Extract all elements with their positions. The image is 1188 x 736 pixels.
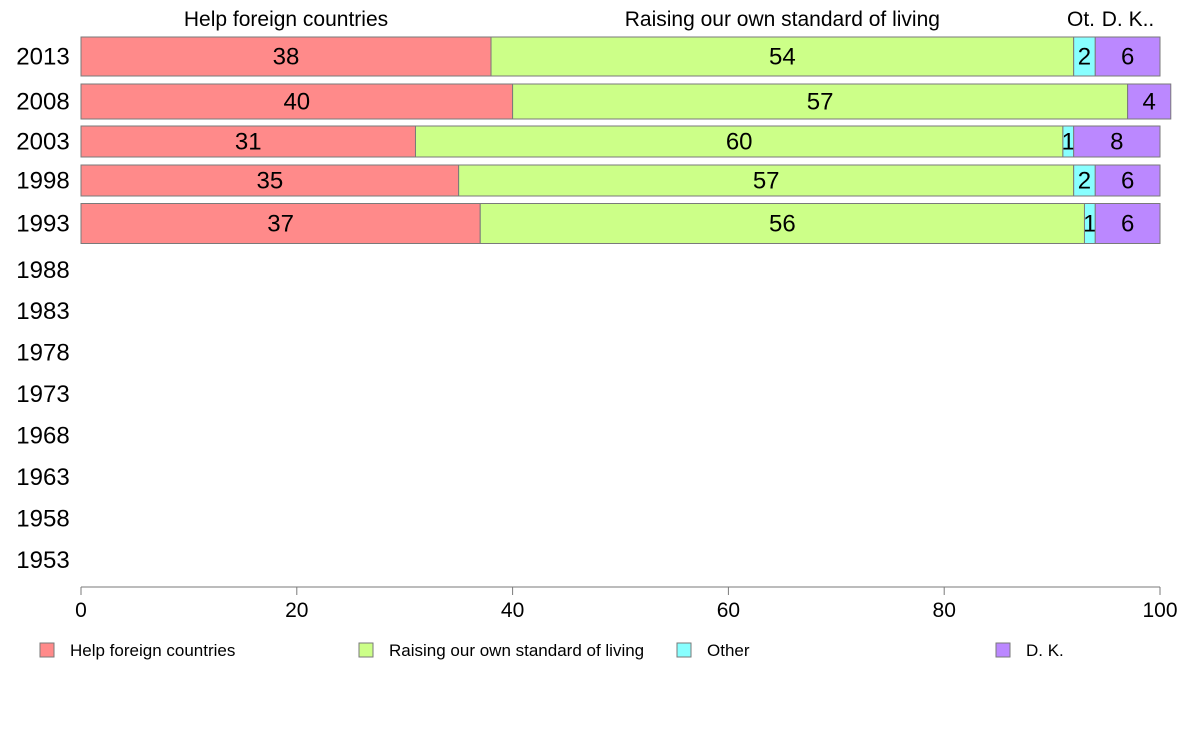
data-label-2008-raising-our-own-standard-of-living: 57 [807, 89, 834, 116]
header-label-other: Ot. [1067, 8, 1095, 31]
bar-1993-help-foreign-countries [80, 203, 481, 244]
legend: Help foreign countries Raising our own st… [39, 641, 1064, 660]
year-label-1968: 1968 [16, 423, 69, 450]
legend-label-help-foreign-countries: Help foreign countries [70, 641, 235, 660]
legend-item-other: Other [676, 641, 750, 660]
legend-item-d-k: D. K. [995, 641, 1064, 660]
bar-2008-help-foreign-countries [80, 83, 514, 120]
legend-label-d-k: D. K. [1026, 641, 1064, 660]
data-label-2008-d-k: 4 [1143, 89, 1156, 116]
year-label-1983: 1983 [16, 298, 69, 325]
x-tick-label-100: 100 [1142, 599, 1177, 622]
year-label-2013: 2013 [16, 44, 69, 71]
bar-2008-raising-our-own-standard-of-living [512, 83, 1129, 120]
data-label-2013-raising-our-own-standard-of-living: 54 [769, 44, 796, 71]
series-header-labels: Help foreign countries Raising our own st… [184, 8, 1154, 31]
legend-swatch-other [676, 642, 692, 658]
bar-1993-raising-our-own-standard-of-living [479, 203, 1085, 244]
data-label-1998-raising-our-own-standard-of-living: 57 [753, 168, 780, 195]
legend-label-other: Other [707, 641, 750, 660]
data-label-2013-other: 2 [1078, 44, 1091, 71]
bar-1998-d-k [1094, 164, 1161, 197]
year-label-1978: 1978 [16, 340, 69, 367]
header-label-d-k: D. K.. [1102, 8, 1155, 31]
bar-1993-d-k [1094, 203, 1161, 244]
year-label-1998: 1998 [16, 168, 69, 195]
data-label-2003-raising-our-own-standard-of-living: 60 [726, 129, 753, 156]
x-tick-label-60: 60 [717, 599, 740, 622]
data-label-1993-d-k: 6 [1121, 211, 1134, 238]
x-tick-label-20: 20 [285, 599, 308, 622]
x-tick-label-80: 80 [933, 599, 956, 622]
bar-2013-d-k [1094, 36, 1161, 77]
data-label-1993-help-foreign-countries: 37 [267, 211, 294, 238]
legend-label-raising-our-own-standard-of-living: Raising our own standard of living [389, 641, 644, 660]
year-label-1953: 1953 [16, 547, 69, 574]
data-label-2003-d-k: 8 [1110, 129, 1123, 156]
x-tick-label-0: 0 [75, 599, 87, 622]
data-label-2003-help-foreign-countries: 31 [235, 129, 262, 156]
bar-2013-help-foreign-countries [80, 36, 492, 77]
legend-item-help-foreign-countries: Help foreign countries [39, 641, 235, 660]
bar-2003-raising-our-own-standard-of-living [414, 125, 1064, 158]
bar-1998-help-foreign-countries [80, 164, 460, 197]
legend-swatch-d-k [995, 642, 1011, 658]
bars: 38 54 2 640 57 431 60 1 835 57 2 637 56 1 6 [80, 36, 1172, 244]
year-label-2008: 2008 [16, 89, 69, 116]
year-label-1973: 1973 [16, 381, 69, 408]
year-label-1963: 1963 [16, 464, 69, 491]
header-label-help-foreign-countries: Help foreign countries [184, 8, 388, 31]
year-label-2003: 2003 [16, 129, 69, 156]
year-label-1988: 1988 [16, 257, 69, 284]
header-label-raising-our-own-standard-of-living: Raising our own standard of living [625, 8, 940, 31]
data-label-1993-other: 1 [1083, 211, 1096, 238]
data-label-2013-help-foreign-countries: 38 [273, 44, 300, 71]
bar-2003-d-k [1073, 125, 1161, 158]
data-label-1998-d-k: 6 [1121, 168, 1134, 195]
year-labels: 2013 2008 2003 1998 1993 1988 1983 1978 1973 1968… [16, 44, 69, 575]
data-label-1993-raising-our-own-standard-of-living: 56 [769, 211, 796, 238]
legend-item-raising-our-own-standard-of-living: Raising our own standard of living [358, 641, 644, 660]
x-axis: 0 20 40 60 80 100 [75, 586, 1178, 622]
data-label-2013-d-k: 6 [1121, 44, 1134, 71]
legend-swatch-raising-our-own-standard-of-living [358, 642, 374, 658]
data-label-2008-help-foreign-countries: 40 [283, 89, 310, 116]
data-label-1998-other: 2 [1078, 168, 1091, 195]
bar-1998-raising-our-own-standard-of-living [458, 164, 1075, 197]
year-label-1993: 1993 [16, 211, 69, 238]
data-label-2003-other: 1 [1062, 129, 1075, 156]
data-label-1998-help-foreign-countries: 35 [256, 168, 283, 195]
x-tick-label-40: 40 [501, 599, 524, 622]
bar-2008-d-k [1127, 83, 1172, 120]
year-label-1958: 1958 [16, 506, 69, 533]
bar-2013-raising-our-own-standard-of-living [490, 36, 1075, 77]
legend-swatch-help-foreign-countries [39, 642, 55, 658]
